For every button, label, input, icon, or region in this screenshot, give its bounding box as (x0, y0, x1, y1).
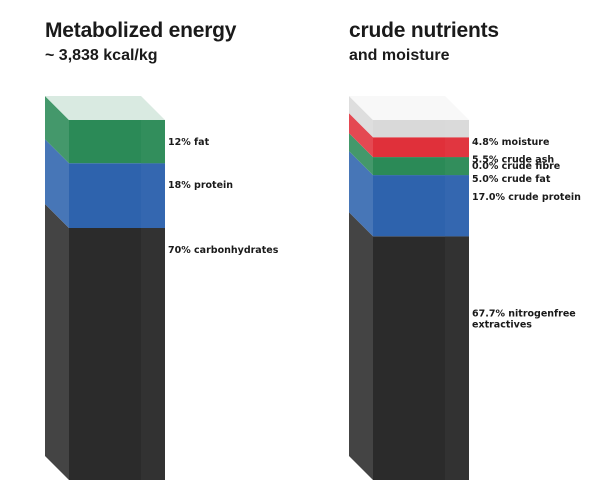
segment-side-crude-protein (349, 151, 373, 237)
segment-edge-crude-protein (445, 175, 469, 237)
segment-edge-protein (141, 163, 165, 228)
segment-edge-nitrogenfree-extractives (445, 236, 469, 480)
column-top-cap (349, 96, 469, 120)
data-label-crude-ash: 5.5% crude ash (472, 154, 554, 165)
segment-crude-fat (349, 133, 469, 176)
segment-nitrogenfree-extractives (349, 212, 469, 480)
segment-edge-fat (141, 120, 165, 164)
data-label-crude-fat: 5.0% crude fat (472, 174, 551, 185)
segment-side-fat (45, 96, 69, 164)
column-top-cap (45, 96, 165, 120)
segment-side-carbonhydrates (45, 204, 69, 480)
segment-side-nitrogenfree-extractives (349, 212, 373, 480)
chart-subtitle-moisture: and moisture (349, 47, 450, 64)
data-label-fat: 12% fat (168, 137, 210, 148)
chart-subtitle-kcal: ~ 3,838 kcal/kg (45, 47, 158, 64)
chart-title-metabolized-energy: Metabolized energy (45, 19, 237, 42)
segment-side-crude-fat (349, 133, 373, 176)
segment-side-protein (45, 139, 69, 228)
stacked-column-1 (45, 96, 165, 480)
stacked-column-2 (349, 96, 469, 480)
chart-title-crude-nutrients: crude nutrients (349, 19, 499, 42)
segment-fat (45, 96, 165, 164)
data-label-nitrogenfree-extractives: 67.7% nitrogenfree extractives (472, 309, 576, 331)
data-label-crude-fibre: 0.0% crude fibre (472, 161, 560, 172)
segment-edge-crude-fat (445, 157, 469, 176)
segment-edge-crude-ash (445, 137, 469, 158)
data-label-moisture: 4.8% moisture (472, 137, 549, 148)
segment-protein (45, 139, 165, 228)
segment-carbonhydrates (45, 204, 165, 480)
segment-edge-carbonhydrates (141, 228, 165, 480)
data-label-carbonhydrates: 70% carbonhydrates (168, 245, 279, 256)
segment-side-moisture (349, 96, 373, 138)
data-label-protein: 18% protein (168, 180, 233, 191)
data-label-crude-protein: 17.0% crude protein (472, 192, 581, 203)
segment-moisture (349, 96, 469, 138)
segment-crude-ash (349, 113, 469, 158)
segment-side-crude-ash (349, 113, 373, 158)
segment-crude-protein (349, 151, 469, 237)
segment-edge-moisture (445, 120, 469, 138)
